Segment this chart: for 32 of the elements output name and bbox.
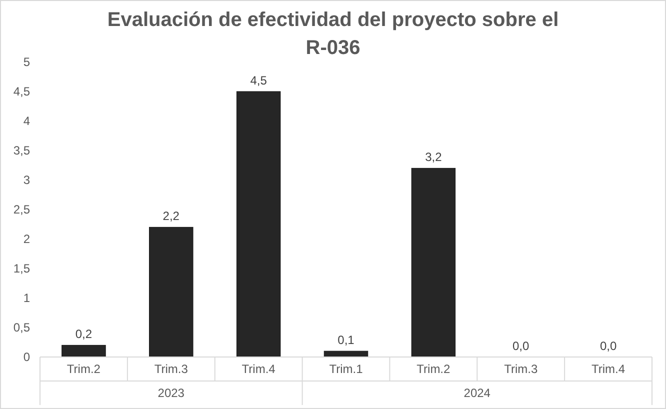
y-tick-label: 4 (23, 114, 30, 128)
x-tick-label: Trim.3 (504, 362, 538, 376)
y-tick-label: 1,5 (13, 262, 30, 276)
y-tick-label: 1 (23, 291, 30, 306)
x-tick-label: Trim.3 (154, 362, 188, 376)
x-tick-label: Trim.1 (329, 362, 364, 376)
data-label: 0,0 (600, 339, 617, 353)
bar (62, 344, 106, 358)
text: 2024 (464, 386, 491, 400)
chart-title: Evaluación de efectividad del proyecto sobre el R-036 (107, 9, 559, 59)
data-label: 3,2 (425, 150, 442, 164)
x-tick-label: Trim.2 (416, 362, 451, 376)
data-label: 0,0 (512, 339, 530, 353)
y-tick-label: 0 (23, 350, 30, 364)
y-tick-label: 3 (23, 173, 30, 188)
bar (411, 168, 456, 358)
y-tick-label: 3,5 (13, 144, 30, 158)
x-tick-label: Trim.4 (592, 362, 626, 376)
data-label: 0,1 (338, 333, 355, 348)
y-tick-label: 5 (23, 55, 30, 70)
bar (236, 91, 281, 358)
text: 2023 (158, 386, 185, 400)
x-tick-label: Trim.2 (66, 362, 101, 376)
y-tick-label: 4,5 (13, 84, 30, 99)
data-label: 4,5 (250, 74, 268, 88)
data-label: 2,2 (162, 209, 180, 224)
data-label: 0,2 (75, 327, 92, 342)
y-tick-label: 2,5 (13, 202, 30, 217)
bar (149, 226, 194, 358)
y-tick-label: 2 (23, 232, 30, 246)
x-tick-label: Trim.4 (242, 362, 276, 376)
y-tick-label: 0,5 (13, 320, 30, 335)
